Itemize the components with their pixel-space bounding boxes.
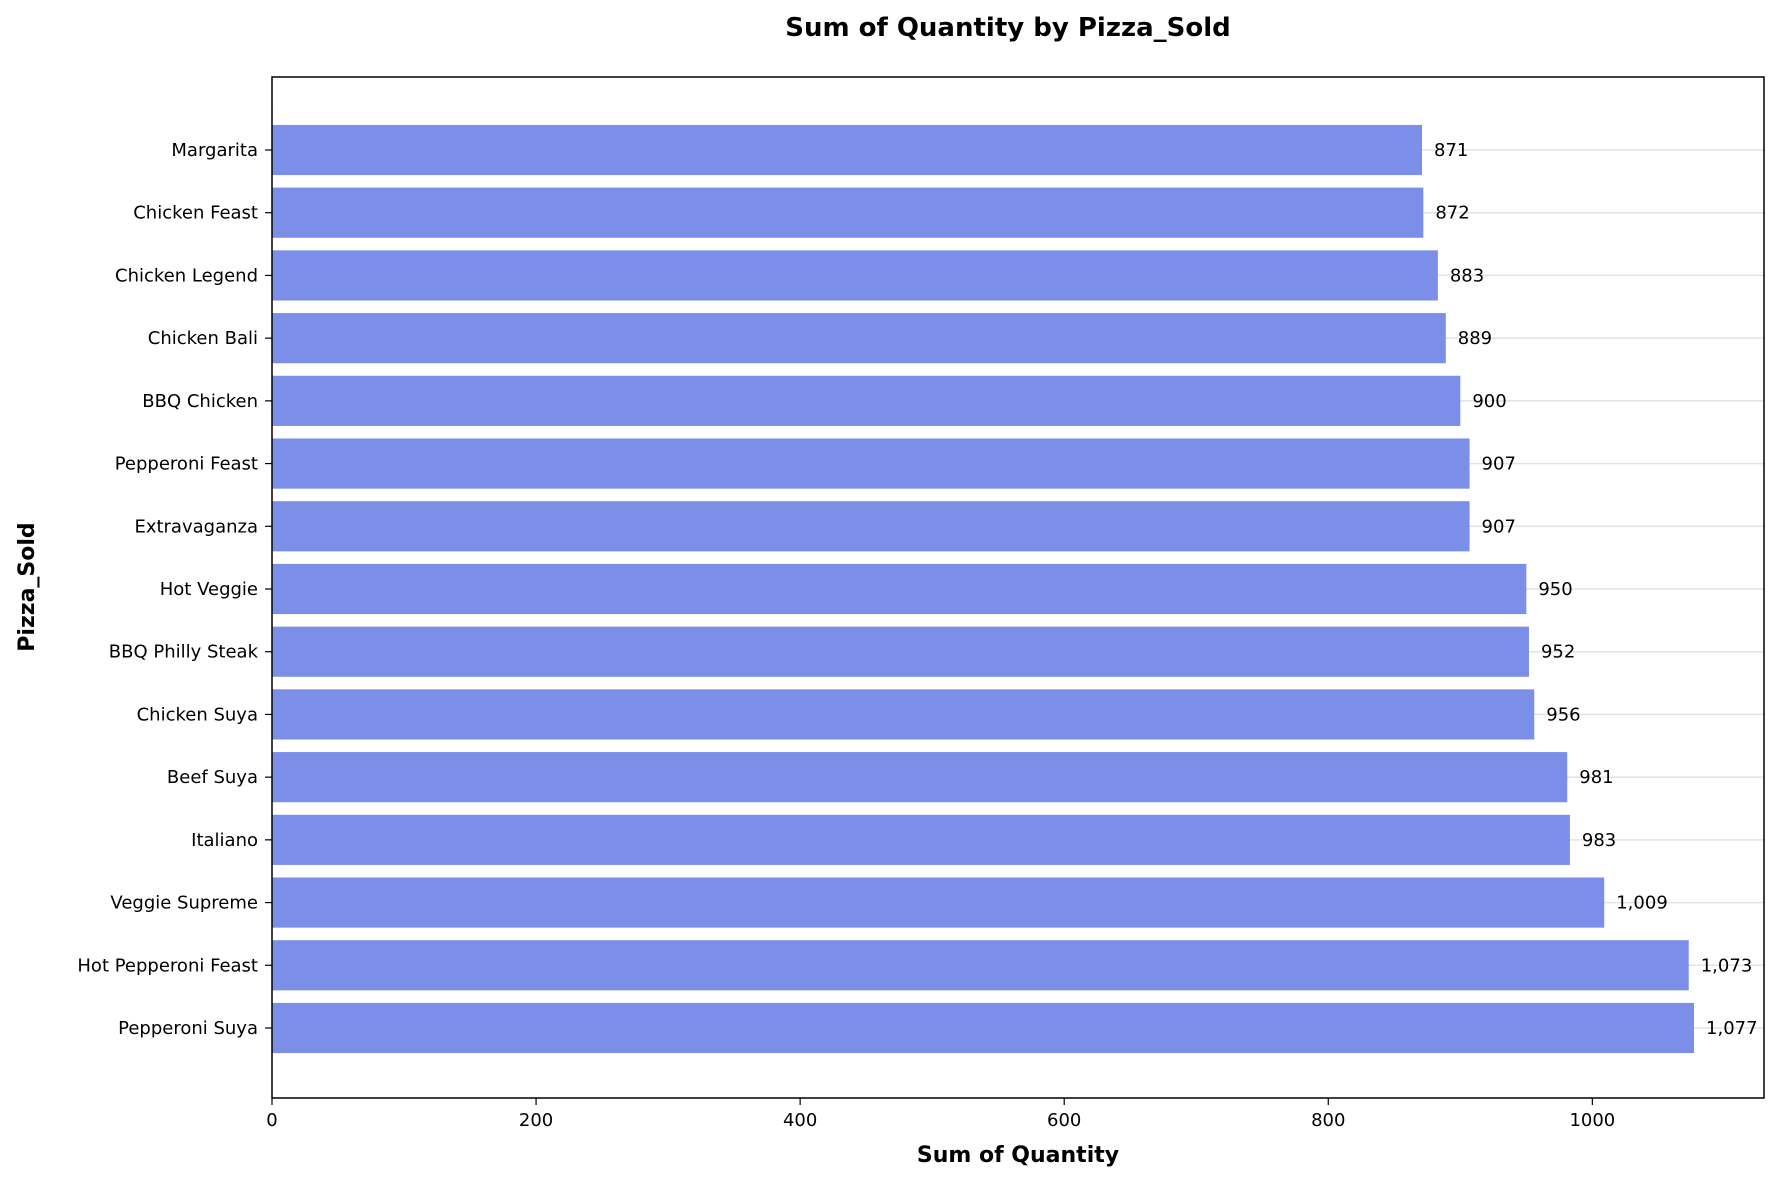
data-label: 1,073 xyxy=(1701,955,1753,976)
bars xyxy=(272,124,1695,1054)
bar xyxy=(272,877,1605,928)
x-axis-ticks: 0 200 400 600 800 1000 xyxy=(266,1098,1615,1131)
bar xyxy=(272,563,1527,615)
bar xyxy=(272,1002,1695,1054)
y-tick-label: Veggie Supreme xyxy=(110,893,258,914)
data-label: 883 xyxy=(1450,265,1484,286)
data-label: 889 xyxy=(1458,328,1492,349)
y-tick-label: Margarita xyxy=(171,140,258,161)
bar xyxy=(272,313,1446,364)
y-axis-ticks: Margarita Chicken Feast Chicken Legend Chic… xyxy=(77,140,272,1039)
x-tick-label: 400 xyxy=(783,1110,817,1131)
bar xyxy=(272,689,1535,740)
bar xyxy=(272,250,1438,301)
bar xyxy=(272,940,1689,991)
bar xyxy=(272,187,1424,238)
x-tick-label: 1000 xyxy=(1569,1110,1615,1131)
y-tick-label: Chicken Legend xyxy=(115,265,258,286)
bar xyxy=(272,375,1461,426)
y-tick-label: Extravaganza xyxy=(134,516,258,537)
y-tick-label: Pepperoni Suya xyxy=(118,1018,258,1039)
x-tick-label: 800 xyxy=(1311,1110,1345,1131)
y-tick-label: Beef Suya xyxy=(167,767,258,788)
data-label: 950 xyxy=(1538,579,1572,600)
data-label: 1,009 xyxy=(1616,893,1668,914)
data-label: 981 xyxy=(1579,767,1613,788)
y-tick-label: Chicken Suya xyxy=(137,704,258,725)
bar xyxy=(272,626,1529,677)
data-label: 952 xyxy=(1541,642,1575,663)
data-label: 1,077 xyxy=(1706,1018,1758,1039)
data-label: 907 xyxy=(1482,454,1516,475)
bar xyxy=(272,124,1423,176)
value-labels: 871 872 883 889 900 907 907 950 952 956 981 983 1,00… xyxy=(1434,140,1758,1039)
x-tick-label: 0 xyxy=(266,1110,277,1131)
bar xyxy=(272,501,1470,552)
bar xyxy=(272,814,1570,865)
y-axis-label: Pizza_Sold xyxy=(15,522,40,651)
y-tick-label: Italiano xyxy=(191,830,258,851)
plot-frame xyxy=(271,76,1765,1099)
y-tick-label: Hot Veggie xyxy=(160,579,258,600)
bar xyxy=(272,438,1470,489)
y-tick-label: BBQ Chicken xyxy=(142,391,258,412)
x-tick-label: 200 xyxy=(519,1110,553,1131)
y-tick-label: BBQ Philly Steak xyxy=(109,642,259,663)
data-label: 983 xyxy=(1582,830,1616,851)
data-label: 872 xyxy=(1435,203,1469,224)
data-label: 956 xyxy=(1546,704,1580,725)
data-label: 871 xyxy=(1434,140,1468,161)
y-tick-label: Pepperoni Feast xyxy=(115,454,258,475)
x-axis-label: Sum of Quantity xyxy=(917,1143,1119,1168)
chart-title: Sum of Quantity by Pizza_Sold xyxy=(785,13,1231,43)
y-tick-label: Chicken Bali xyxy=(148,328,258,349)
data-label: 907 xyxy=(1482,516,1516,537)
x-tick-label: 600 xyxy=(1047,1110,1081,1131)
y-tick-label: Chicken Feast xyxy=(133,203,258,224)
bar xyxy=(272,752,1568,803)
y-tick-label: Hot Pepperoni Feast xyxy=(77,955,258,976)
data-label: 900 xyxy=(1472,391,1506,412)
